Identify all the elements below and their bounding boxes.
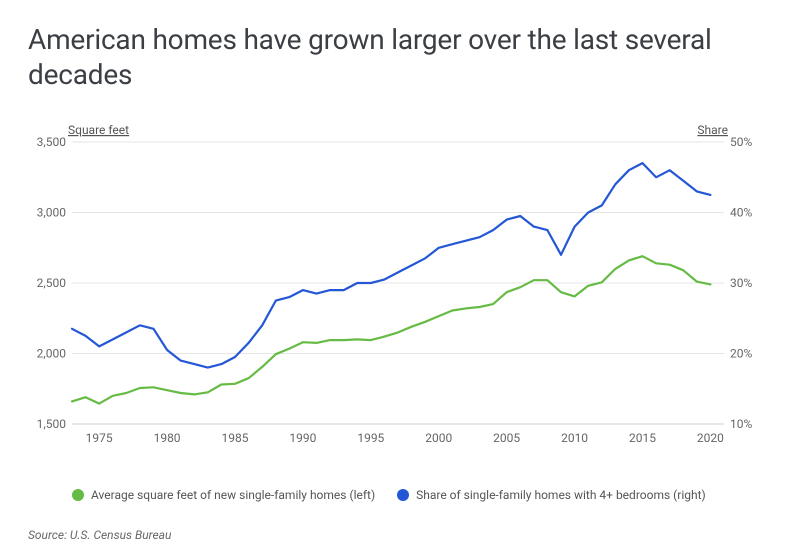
x-tick: 2005	[493, 431, 520, 445]
y-left-tick: 2,000	[37, 347, 67, 361]
source-note: Source: U.S. Census Bureau	[28, 528, 772, 542]
series-line-share4br	[72, 163, 710, 368]
y-right-tick: 30%	[730, 276, 752, 290]
y-right-tick: 10%	[730, 417, 752, 431]
x-tick: 1985	[222, 431, 249, 445]
y-right-tick: 20%	[730, 347, 752, 361]
chart-container: Square feet Share 1,500 2,000 2,500 3,000 3,50…	[28, 120, 772, 480]
page: American homes have grown larger over th…	[0, 0, 800, 559]
y-left-tick: 1,500	[37, 417, 67, 431]
y-left-tick: 3,000	[37, 206, 67, 220]
x-tick: 1975	[86, 431, 113, 445]
chart-title: American homes have grown larger over th…	[28, 22, 772, 92]
x-tick: 1990	[289, 431, 316, 445]
legend-label-share: Share of single-family homes with 4+ bed…	[416, 488, 706, 502]
legend-item-sqft: Average square feet of new single-family…	[72, 488, 375, 502]
x-tick: 2015	[629, 431, 656, 445]
legend-item-share: Share of single-family homes with 4+ bed…	[397, 488, 706, 502]
x-tick: 2010	[561, 431, 588, 445]
line-chart: Square feet Share 1,500 2,000 2,500 3,000 3,50…	[28, 120, 772, 450]
y-left-tick: 2,500	[37, 276, 67, 290]
legend-label-sqft: Average square feet of new single-family…	[91, 488, 375, 502]
x-tick: 1995	[357, 431, 384, 445]
series-line-sqft	[72, 256, 710, 403]
y-right-axis-title: Share	[697, 123, 728, 137]
x-tick: 1980	[154, 431, 181, 445]
y-right-tick: 40%	[730, 206, 752, 220]
legend-dot-sqft	[72, 489, 84, 501]
y-left-tick: 3,500	[37, 135, 67, 149]
legend-dot-share	[397, 489, 409, 501]
x-tick: 2000	[425, 431, 452, 445]
y-left-axis-title: Square feet	[68, 123, 129, 137]
y-right-tick: 50%	[730, 135, 752, 149]
legend: Average square feet of new single-family…	[28, 488, 772, 502]
x-tick: 2020	[697, 431, 724, 445]
